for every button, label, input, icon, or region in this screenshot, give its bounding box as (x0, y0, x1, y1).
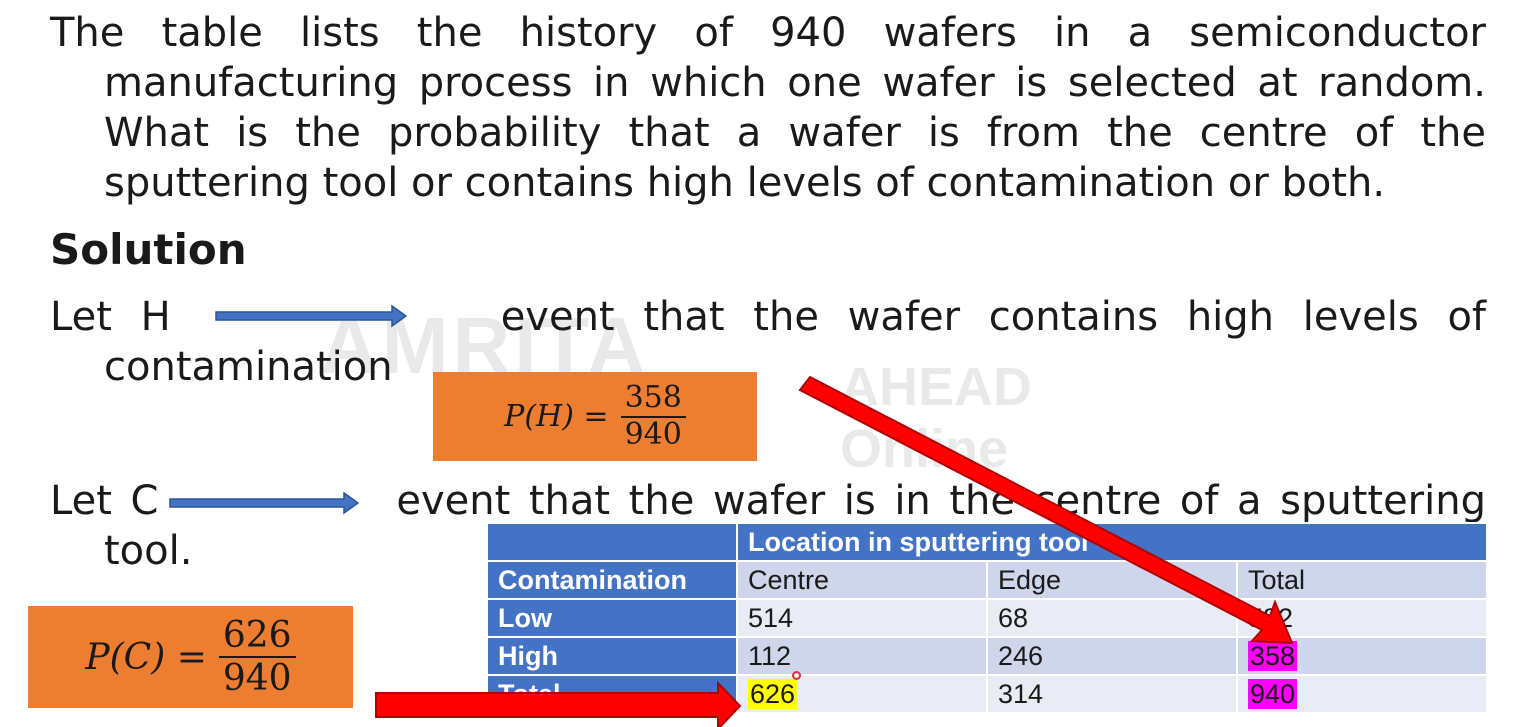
let-c-continuation: tool. (104, 528, 193, 574)
let-h-line: Let H event that the wafer contains high … (50, 292, 1486, 342)
table-header-contamination: Contamination (486, 560, 738, 600)
formula-p-c-box: P(C) = 626 940 (28, 606, 353, 708)
question-line: manufacturing process in which one wafer… (104, 60, 1486, 106)
formula-p-c-numerator: 626 (218, 615, 296, 658)
table-row: High 112 246 358 (486, 636, 1488, 676)
table-corner-cell (486, 522, 738, 562)
highlighted-value: 626 (748, 678, 798, 709)
wafer-history-table: Location in sputtering tool Contaminatio… (486, 522, 1488, 714)
highlighted-value: 940 (1248, 678, 1298, 709)
table-group-header-row: Location in sputtering tool (486, 522, 1488, 562)
table-header-edge: Edge (986, 560, 1238, 600)
table-cell: 68 (986, 598, 1238, 638)
question-paragraph: The table lists the history of 940 wafer… (50, 8, 1486, 208)
let-c-line: Let C event that the wafer is in the cent… (50, 476, 1486, 526)
question-line: What is the probability that a wafer is … (104, 110, 1486, 156)
let-h-label: Let H (50, 294, 171, 340)
table-cell: 246 (986, 636, 1238, 676)
arrow-right-icon (215, 304, 408, 328)
let-h-definition: Let H event that the wafer contains high … (50, 292, 1486, 392)
table-group-header: Location in sputtering tool (736, 522, 1488, 562)
let-c-label: Let C (50, 478, 159, 524)
highlighted-value: 358 (1248, 640, 1298, 671)
table-cell: 314 (986, 674, 1238, 714)
fraction: 626 940 (218, 615, 296, 700)
row-label: Low (486, 598, 738, 638)
table-header-centre: Centre (736, 560, 988, 600)
table-cell: 514 (736, 598, 988, 638)
let-h-text: event that the wafer contains high level… (500, 294, 1486, 340)
let-c-text: event that the wafer is in the centre of… (396, 478, 1486, 524)
row-label: High (486, 636, 738, 676)
formula-p-h-lhs: P(H) = (504, 399, 609, 434)
question-line: sputtering tool or contains high levels … (104, 160, 1386, 206)
arrow-right-icon (169, 491, 360, 515)
formula-p-h-denominator: 940 (624, 416, 682, 452)
solution-heading: Solution (50, 225, 247, 274)
formula-p-h-numerator: 358 (620, 380, 686, 418)
let-c-definition: Let C event that the wafer is in the cent… (50, 476, 1486, 576)
formula-p-h-box: P(H) = 358 940 (433, 372, 757, 461)
table-cell: 626 (736, 674, 988, 714)
table-header-row: Contamination Centre Edge Total (486, 560, 1488, 600)
pointer-cursor-icon (792, 671, 801, 680)
arrow-red-horizontal-icon (375, 680, 742, 727)
formula-p-c-lhs: P(C) = (85, 636, 207, 678)
arrow-red-diagonal-icon (798, 375, 1294, 645)
table-cell: 112 (736, 636, 988, 676)
table-header-total: Total (1236, 560, 1488, 600)
formula-p-c-denominator: 940 (222, 658, 292, 699)
table-cell: 940 (1236, 674, 1488, 714)
question-line: The table lists the history of 940 wafer… (50, 10, 1486, 56)
fraction: 358 940 (620, 380, 686, 452)
let-h-continuation: contamination (104, 344, 393, 390)
